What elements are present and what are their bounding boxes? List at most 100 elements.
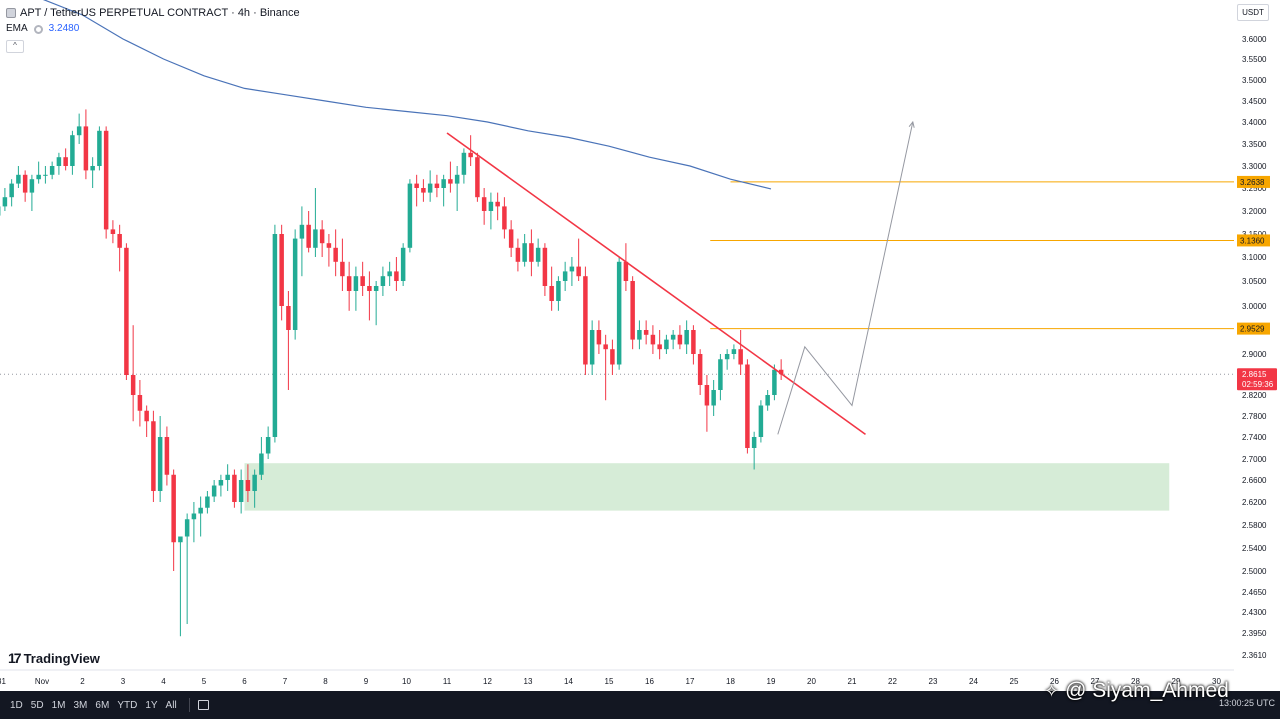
price-axis[interactable]: [1234, 0, 1280, 691]
tradingview-logo-text: TradingView: [23, 650, 100, 666]
time-tick-label: 30: [1212, 677, 1221, 686]
time-tick-label: 7: [283, 677, 288, 686]
candle-body: [576, 266, 581, 277]
candle-body: [70, 135, 75, 166]
symbol-title[interactable]: APT / TetherUS PERPETUAL CONTRACT · 4h ·…: [20, 7, 300, 19]
candle-body: [211, 485, 217, 497]
price-tick-label: 2.6200: [1242, 498, 1267, 507]
candle-body: [130, 375, 136, 395]
range-button-all[interactable]: All: [165, 699, 177, 711]
candle-body: [22, 174, 28, 193]
candle-body: [677, 334, 683, 345]
price-tick-label: 2.4650: [1242, 588, 1267, 597]
candle-body: [434, 183, 440, 188]
price-tick-label: 2.9000: [1242, 350, 1267, 359]
time-tick-label: 20: [807, 677, 816, 686]
price-tick-label: 2.3610: [1242, 651, 1267, 660]
candle-body: [279, 234, 284, 306]
calendar-icon[interactable]: [197, 700, 209, 710]
candle-body: [265, 437, 271, 454]
level-price-tag: [1237, 234, 1270, 247]
range-button-1y[interactable]: 1Y: [145, 699, 158, 711]
candle-body: [373, 286, 379, 291]
candle-body: [90, 166, 95, 171]
candle-body: [549, 286, 554, 301]
candle-body: [191, 513, 197, 520]
candle-body: [664, 339, 669, 350]
time-tick-label: 23: [929, 677, 938, 686]
legend-collapse-button[interactable]: ^: [6, 40, 24, 53]
candle-body: [583, 276, 588, 365]
price-tick-label: 3.5000: [1242, 76, 1267, 85]
range-button-1d[interactable]: 1D: [10, 699, 23, 711]
projection-path[interactable]: [777, 121, 914, 435]
currency-selector-button[interactable]: USDT: [1237, 4, 1269, 21]
candle-body: [232, 474, 237, 502]
price-tick-label: 3.6000: [1242, 35, 1267, 44]
level-price-label: 3.1360: [1240, 236, 1265, 245]
candle-body: [205, 496, 210, 508]
price-tick-label: 2.3950: [1242, 629, 1267, 638]
candle-body: [697, 354, 703, 385]
candle-body: [495, 201, 500, 207]
tradingview-logo-icon: 17: [8, 650, 22, 666]
candle-countdown-label: 02:59:36: [1242, 380, 1274, 389]
candle-body: [691, 330, 696, 354]
demand-zone[interactable]: [244, 463, 1170, 511]
candle-body: [724, 354, 730, 360]
price-tick-label: 3.4000: [1242, 118, 1267, 127]
time-tick-label: 26: [1050, 677, 1059, 686]
projection-arrowhead-icon: [908, 120, 915, 128]
time-tick-label: 31: [0, 677, 6, 686]
candle-body: [259, 453, 264, 475]
candle-body: [56, 157, 62, 166]
time-tick-label: 11: [443, 677, 452, 686]
time-tick-label: 2: [80, 677, 85, 686]
time-tick-label: 12: [483, 677, 492, 686]
ema-indicator-label[interactable]: EMA: [6, 23, 28, 34]
candle-body: [360, 276, 365, 286]
candle-body: [286, 306, 291, 330]
candle-body: [623, 261, 629, 281]
candle-body: [252, 474, 257, 491]
utc-clock[interactable]: 13:00:25 UTC: [1219, 698, 1276, 708]
candle-body: [2, 197, 8, 207]
symbol-logo-icon: [6, 8, 16, 18]
tradingview-logo[interactable]: 17 TradingView: [8, 650, 100, 666]
candle-body: [225, 474, 230, 480]
candle-body: [427, 183, 433, 193]
time-tick-label: 9: [364, 677, 369, 686]
candle-body: [738, 349, 743, 365]
candle-body: [333, 247, 338, 262]
price-tick-label: 3.1000: [1242, 253, 1267, 262]
range-button-1m[interactable]: 1M: [51, 699, 66, 711]
time-tick-label: 3: [121, 677, 126, 686]
time-tick-label: 29: [1172, 677, 1181, 686]
candle-body: [569, 266, 575, 272]
range-button-ytd[interactable]: YTD: [117, 699, 138, 711]
candle-body: [448, 179, 453, 184]
price-tick-label: 2.5800: [1242, 521, 1267, 530]
candle-body: [711, 390, 716, 406]
candle-body: [346, 276, 352, 291]
candle-body: [137, 395, 143, 411]
range-button-3m[interactable]: 3M: [73, 699, 88, 711]
ema-line[interactable]: [42, 0, 772, 190]
candle-body: [272, 234, 278, 437]
price-tick-label: 3.5500: [1242, 55, 1267, 64]
time-tick-label: 25: [1010, 677, 1019, 686]
candle-body: [630, 281, 635, 340]
candle-body: [731, 349, 737, 354]
settings-gear-icon[interactable]: [33, 24, 43, 34]
candle-body: [522, 243, 527, 262]
time-tick-label: 16: [645, 677, 654, 686]
candle-body: [387, 271, 392, 277]
candle-body: [178, 536, 183, 543]
range-button-5d[interactable]: 5D: [30, 699, 44, 711]
candle-body: [63, 157, 68, 166]
range-button-6m[interactable]: 6M: [95, 699, 110, 711]
time-tick-label: 15: [605, 677, 614, 686]
descending-trendline[interactable]: [446, 132, 866, 436]
candle-body: [650, 334, 656, 345]
